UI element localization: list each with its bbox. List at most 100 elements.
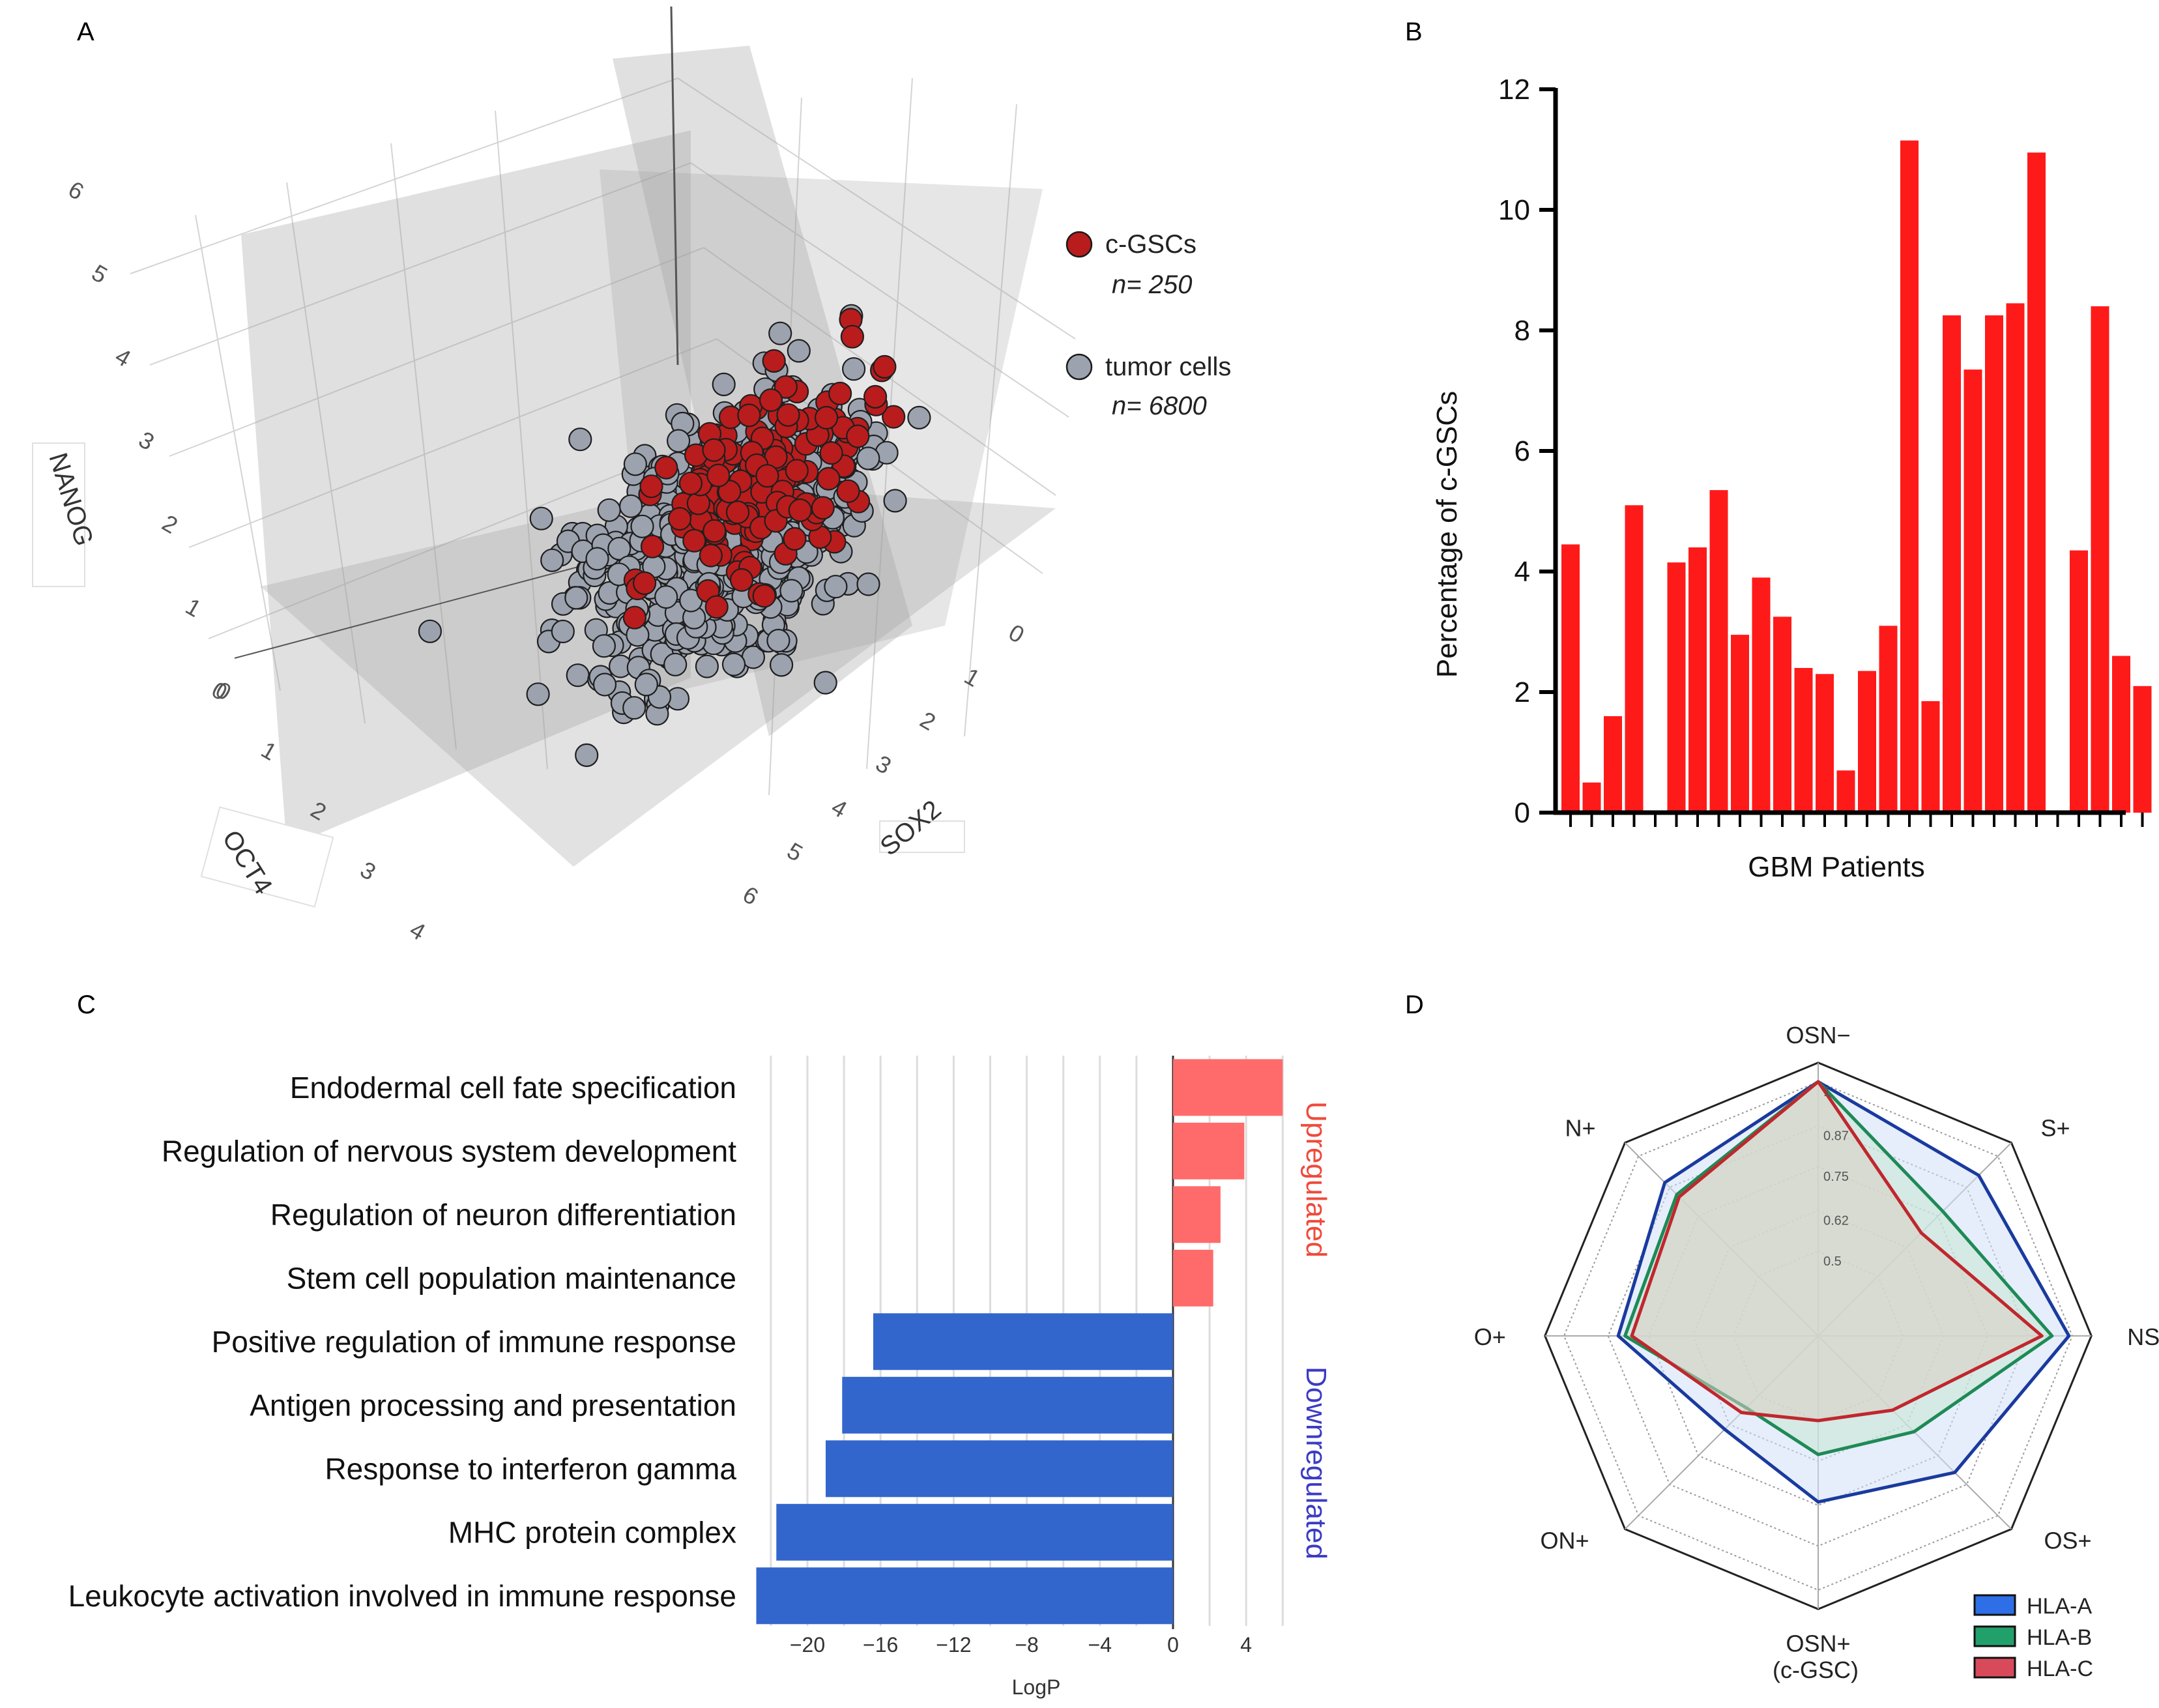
term-label: Positive regulation of immune response	[212, 1325, 736, 1359]
tumor-cell-point	[564, 586, 588, 610]
c-gsc-point	[811, 496, 835, 520]
x-tick-label: −16	[863, 1633, 898, 1657]
c-gsc-point	[640, 534, 665, 558]
tumor-cell-point	[721, 652, 746, 676]
upregulated-bar	[1173, 1249, 1213, 1307]
c-gsc-point	[846, 424, 870, 448]
tumor-cell-point	[575, 743, 599, 768]
y-tick-label: 12	[1498, 74, 1530, 106]
sox2-tick-label: 2	[916, 706, 940, 736]
radar-chart-panel: 1 0.87 0.75 0.62 0.5 OSN− S+ NS+ OS+ OSN+ ON+ O+ N+…	[1474, 1022, 2159, 1683]
patient-bar	[1836, 770, 1855, 813]
legend-swatch-hla-c	[1973, 1657, 2016, 1679]
tumor-cell-point	[663, 652, 688, 676]
downregulated-bar	[826, 1440, 1173, 1498]
panel-label-d: D	[1405, 991, 1424, 1019]
c-gsc-point	[682, 528, 706, 553]
c-gsc-point	[729, 568, 754, 592]
radar-axis-sublabel-osn-plus: (c-GSC)	[1773, 1657, 1859, 1683]
nanog-tick-label: 4	[111, 342, 136, 372]
patient-bar	[2112, 656, 2130, 813]
tumor-cell-point	[654, 585, 678, 609]
patient-bar	[1667, 562, 1686, 813]
tumor-cell-point	[634, 673, 658, 697]
legend-label-hla-c: HLA-C	[2027, 1657, 2093, 1681]
patient-bar	[1773, 616, 1791, 813]
tumor-cell-point	[529, 506, 553, 530]
x-tick-label: −8	[1015, 1633, 1038, 1657]
term-label: Endodermal cell fate specification	[290, 1071, 736, 1105]
c-gsc-point	[882, 405, 906, 429]
patient-bars	[1561, 140, 2152, 813]
term-label: Regulation of neuron differentiation	[270, 1198, 736, 1232]
term-label: MHC protein complex	[448, 1515, 736, 1549]
c-gsc-point	[836, 479, 860, 503]
downregulated-bar	[842, 1376, 1173, 1434]
c-gsc-point	[814, 405, 839, 430]
legend-label-tumor-cells: tumor cells	[1105, 353, 1231, 381]
oct4-tick-label: 3	[356, 856, 381, 886]
downregulated-bar	[873, 1313, 1173, 1370]
y-axis-title: Percentage of c-GSCs	[1431, 391, 1463, 678]
patient-bar	[2006, 303, 2025, 813]
c-gsc-point	[622, 605, 647, 630]
patient-bar	[1879, 626, 1898, 813]
enrichment-chart-panel: Endodermal cell fate specification Regula…	[68, 1056, 1332, 1699]
radar-axis-label: OS+	[2044, 1527, 2091, 1554]
radar-series	[1616, 1080, 2071, 1504]
c-gsc-point	[819, 441, 843, 465]
radar-series-hla-c	[1630, 1080, 2044, 1423]
y-tick-label: 10	[1498, 194, 1530, 226]
c-gsc-point	[759, 388, 783, 413]
patient-bar	[1752, 577, 1771, 813]
y-tick-label: 6	[1514, 435, 1530, 467]
patient-bar	[2133, 686, 2152, 813]
term-label: Stem cell population maintenance	[287, 1261, 736, 1295]
tumor-cell-point	[418, 619, 442, 643]
sox2-tick-label: 5	[783, 837, 807, 867]
c-gsc-point	[840, 325, 865, 349]
nanog-tick-label: 2	[158, 509, 182, 539]
oct4-tick-label: 4	[405, 916, 430, 946]
oct4-axis-title: OCT4	[200, 806, 334, 908]
c-gsc-point	[762, 349, 786, 373]
c-gsc-point	[704, 595, 729, 619]
downregulated-bar	[756, 1567, 1173, 1625]
patient-bar	[1794, 668, 1813, 813]
patient-bar	[1625, 505, 1644, 813]
patient-bar	[1985, 315, 2003, 813]
upregulated-bar	[1173, 1059, 1283, 1116]
c-gsc-point	[654, 456, 678, 480]
x-tick-label: −4	[1088, 1633, 1112, 1657]
radar-ring-labels: 1 0.87 0.75 0.62 0.5	[1823, 1085, 1849, 1269]
tumor-cell-point	[712, 372, 736, 397]
c-gsc-point	[737, 403, 761, 427]
c-gsc-point	[774, 375, 798, 399]
legend-swatch-hla-b	[1973, 1625, 2016, 1647]
term-label: Regulation of nervous system development	[162, 1134, 736, 1168]
c-gsc-point	[863, 384, 888, 409]
tumor-cell-point	[695, 654, 719, 678]
y-tick-label: 8	[1514, 315, 1530, 347]
radar-legend: HLA-A HLA-B HLA-C	[1973, 1594, 2093, 1681]
patient-bar	[1604, 716, 1622, 813]
c-gsc-point	[702, 438, 726, 462]
radar-axis-label: S+	[2040, 1115, 2070, 1142]
radar-ring-label: 0.87	[1823, 1129, 1849, 1144]
tumor-cell-point	[551, 619, 575, 644]
panel-label-b: B	[1405, 18, 1423, 46]
c-gsc-point	[703, 519, 727, 543]
tumor-cell-point	[813, 671, 837, 695]
tumor-cell-point	[607, 536, 631, 561]
legend-label-hla-b: HLA-B	[2027, 1625, 2092, 1650]
patient-bar	[1561, 544, 1580, 813]
oct4-tick-label: 1	[257, 736, 282, 766]
c-gsc-point	[776, 403, 800, 427]
panel-label-a: A	[77, 18, 94, 46]
c-gsc-point	[639, 474, 663, 499]
patient-bar	[2091, 306, 2109, 813]
c-gsc-point	[699, 543, 723, 568]
enrichment-bars	[756, 1059, 1283, 1625]
term-label: Leukocyte activation involved in immune …	[68, 1579, 736, 1613]
z-axis-line	[670, 6, 679, 366]
